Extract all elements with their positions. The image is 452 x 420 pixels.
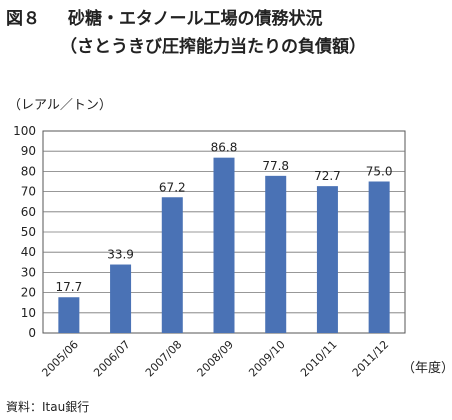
- bar: [213, 157, 235, 333]
- bar: [368, 181, 390, 333]
- data-label: 17.7: [55, 280, 82, 294]
- y-tick-label: 20: [21, 286, 36, 300]
- x-tick-label: 2006/07: [91, 338, 133, 380]
- y-tick-label: 50: [21, 225, 36, 239]
- x-tick-label: 2005/06: [39, 338, 81, 380]
- data-label: 72.7: [314, 169, 341, 183]
- bar: [161, 197, 183, 333]
- bar: [316, 186, 338, 333]
- chart-subtitle: （さとうきび圧搾能力当たりの負債額）: [60, 37, 366, 57]
- bar: [58, 297, 80, 333]
- x-tick-label: 2008/09: [195, 338, 237, 380]
- y-tick-label: 60: [21, 205, 36, 219]
- data-label: 67.2: [159, 180, 186, 194]
- y-tick-label: 40: [21, 245, 36, 259]
- source-note: 資料：Itau銀行: [6, 400, 90, 414]
- chart-title: 砂糖・エタノール工場の債務状況: [68, 9, 323, 29]
- x-tick-label: 2011/12: [350, 338, 392, 380]
- y-axis-label: （レアル／トン）: [8, 98, 112, 113]
- data-label: 77.8: [262, 159, 289, 173]
- bar: [265, 175, 287, 333]
- figure-number: 図８: [6, 9, 40, 29]
- y-tick-label: 90: [21, 144, 36, 158]
- y-tick-label: 0: [28, 326, 36, 340]
- x-tick-label: 2007/08: [143, 338, 185, 380]
- data-label: 75.0: [366, 165, 393, 179]
- y-tick-label: 80: [21, 164, 36, 178]
- data-label: 86.8: [211, 141, 238, 155]
- data-label: 33.9: [107, 248, 134, 262]
- x-axis-label: （年度）: [402, 361, 452, 376]
- y-tick-label: 100: [13, 124, 36, 138]
- x-tick-label: 2009/10: [246, 338, 288, 380]
- y-tick-label: 70: [21, 185, 36, 199]
- y-tick-label: 30: [21, 265, 36, 279]
- x-tick-label: 2010/11: [298, 338, 340, 380]
- bar: [110, 264, 132, 333]
- y-tick-label: 10: [21, 306, 36, 320]
